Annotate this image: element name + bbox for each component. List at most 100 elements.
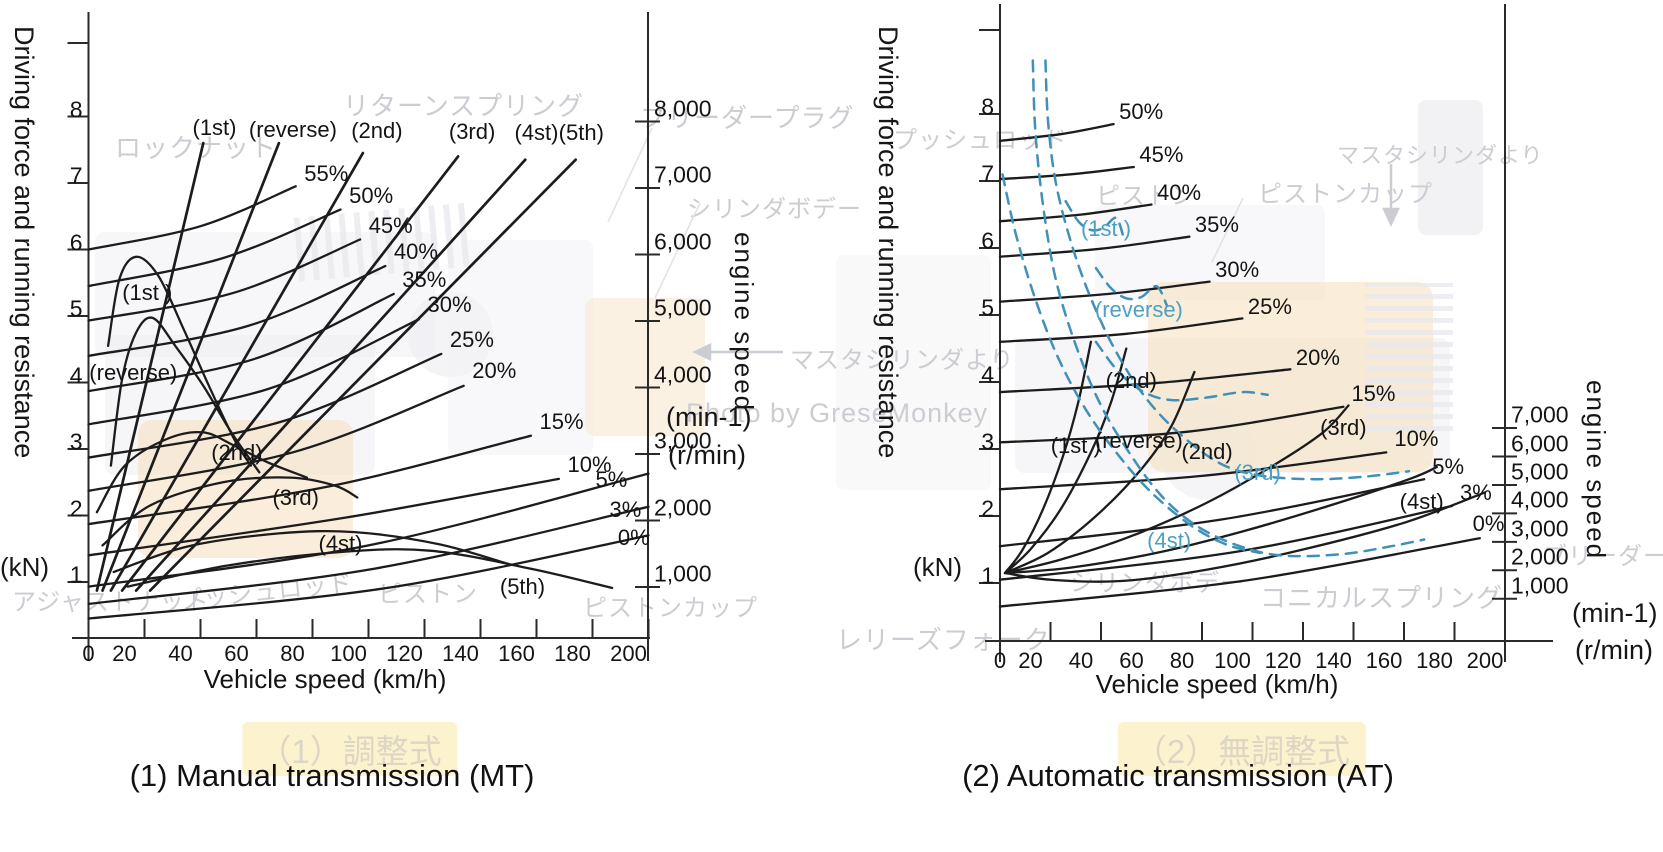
rpm-tick-label: 5,000	[1511, 458, 1569, 485]
gear-label: (4st)	[1147, 527, 1192, 553]
curve-eng	[148, 158, 578, 592]
y-tick-label: 8	[69, 96, 83, 122]
watermark-text: ピストン	[378, 581, 478, 608]
y-tick-label: 1	[69, 561, 83, 588]
x-tick-label: 20	[112, 641, 137, 666]
y-tick-label: 5	[69, 295, 83, 322]
curve-res	[998, 368, 1292, 394]
curve-res	[87, 318, 421, 426]
y-tick-label: 6	[981, 227, 994, 254]
curve-res	[87, 185, 297, 251]
curve-res	[87, 384, 465, 493]
curve-res	[998, 405, 1345, 444]
curve-eng	[95, 141, 205, 592]
gear-label: (reverse)	[1094, 428, 1183, 453]
grade-percent-label: 5%	[595, 466, 628, 492]
curve-force	[1003, 404, 1350, 575]
y-tick-label: 2	[981, 495, 994, 522]
watermark-text: コニカルスプリング	[1260, 583, 1504, 613]
x-tick-label: 100	[330, 641, 367, 666]
rpm-tick-label: 5,000	[654, 294, 712, 321]
y2-axis-unit1-mt: (min-1)	[666, 402, 752, 432]
axes	[979, 4, 1553, 662]
curve-dash	[1064, 199, 1125, 240]
axes	[67, 12, 660, 661]
x-tick-label: 40	[1068, 648, 1094, 673]
y-tick-label: 3	[69, 428, 83, 455]
y-tick-label: 5	[981, 294, 994, 321]
curve-res	[998, 451, 1388, 491]
gear-label: (1st )	[1080, 216, 1132, 242]
curve-dash	[1001, 173, 1262, 555]
y-tick-label: 3	[981, 428, 994, 455]
curve-eng	[120, 155, 460, 592]
watermark-text: マスタシリンダより	[790, 347, 1015, 374]
rpm-tick-label: 1,000	[654, 560, 712, 587]
x-tick-label: 60	[1119, 648, 1144, 673]
rpm-tick-label: 6,000	[1511, 430, 1569, 456]
watermark-text: シリンダボデー	[687, 196, 862, 223]
curve-res	[87, 477, 561, 557]
curve-res	[87, 472, 650, 588]
x-tick-label: 200	[1466, 648, 1504, 673]
curve-force	[95, 430, 309, 514]
curve-res	[998, 280, 1211, 303]
curve-force	[112, 529, 510, 574]
y-tick-label: 7	[981, 160, 994, 187]
y-tick-label: 8	[981, 93, 994, 120]
curve-res	[998, 165, 1135, 181]
watermark-text: マスタシリンダより	[1337, 143, 1544, 168]
curve-dash	[1094, 340, 1269, 402]
grade-percent-label: 20%	[472, 358, 517, 384]
grade-percent-label: 25%	[1247, 293, 1292, 319]
grade-percent-label: 5%	[1432, 453, 1465, 479]
curve-res	[87, 208, 342, 288]
gear-label: (2nd)	[1105, 368, 1157, 394]
rpm-tick-label: 3,000	[1511, 515, 1569, 542]
x-tick-label: 40	[168, 641, 193, 666]
x-tick-label: 140	[442, 641, 479, 666]
grade-percent-label: 10%	[567, 451, 612, 477]
curve-force	[1003, 347, 1128, 575]
grade-percent-label: 25%	[449, 326, 494, 352]
curve-force	[1003, 491, 1486, 583]
curve-eng	[134, 158, 527, 592]
y2-axis-unit2-at: (r/min)	[1575, 635, 1653, 665]
rpm-tick-label: 8,000	[654, 95, 712, 121]
y-tick-label: 1	[981, 562, 994, 589]
curve-res	[998, 122, 1115, 142]
caption-mt: (1) Manual transmission (MT)	[129, 758, 535, 793]
x-tick-label: 0	[82, 641, 95, 666]
grade-percent-label: 35%	[402, 266, 447, 292]
curve-dash	[1031, 59, 1426, 558]
rpm-tick-label: 3,000	[654, 427, 712, 454]
x-tick-label: 180	[1416, 648, 1453, 673]
curve-res	[87, 264, 387, 358]
curve-res	[87, 434, 533, 526]
gear-label: (1st )	[1050, 432, 1101, 458]
watermark-caption-right: （2）無調整式	[1117, 722, 1367, 776]
curve-force	[1003, 370, 1196, 575]
grade-percent-label: 20%	[1295, 344, 1340, 370]
curve-eng	[109, 151, 365, 592]
grade-percent-label: 3%	[609, 496, 642, 522]
gear-label: (reverse)	[89, 359, 178, 385]
curve-res	[87, 505, 650, 606]
y-axis-title-at: Driving force and running resistance	[873, 26, 903, 459]
grade-percent-label: 45%	[368, 212, 413, 238]
y2-axis-unit2-mt: (r/min)	[668, 440, 746, 470]
curve-res	[998, 317, 1244, 343]
curve-force	[1003, 465, 1438, 575]
machinery-shape	[836, 255, 991, 490]
grade-percent-label: 50%	[349, 182, 394, 208]
gear-label: (3rd)	[1320, 414, 1367, 440]
gear-label: (5th)	[558, 120, 604, 146]
grade-percent-label: 0%	[617, 524, 650, 550]
grade-percent-label: 0%	[1472, 511, 1505, 537]
curve-res	[87, 352, 443, 459]
watermark-text: Photo by GreseMonkey	[686, 398, 989, 428]
rpm-tick-label: 7,000	[1511, 401, 1569, 428]
